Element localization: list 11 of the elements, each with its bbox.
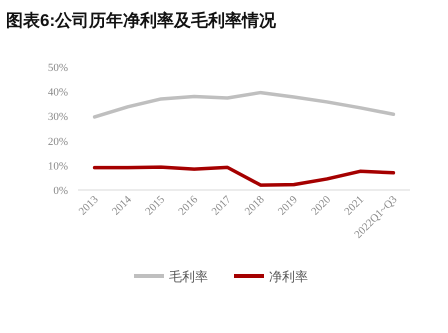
y-tick-label: 20% <box>48 136 68 148</box>
line-series <box>92 90 396 119</box>
y-tick-label: 0% <box>53 185 68 197</box>
chart-title: 图表6:公司历年净利率及毛利率情况 <box>6 11 278 30</box>
y-tick-label: 30% <box>48 111 68 124</box>
y-tick-label: 10% <box>48 160 68 172</box>
legend-label: 毛利率 <box>169 269 208 284</box>
legend-label: 净利率 <box>269 269 308 284</box>
line-series <box>92 165 396 187</box>
y-tick-label: 50% <box>48 62 68 74</box>
y-tick-label: 40% <box>48 86 68 99</box>
